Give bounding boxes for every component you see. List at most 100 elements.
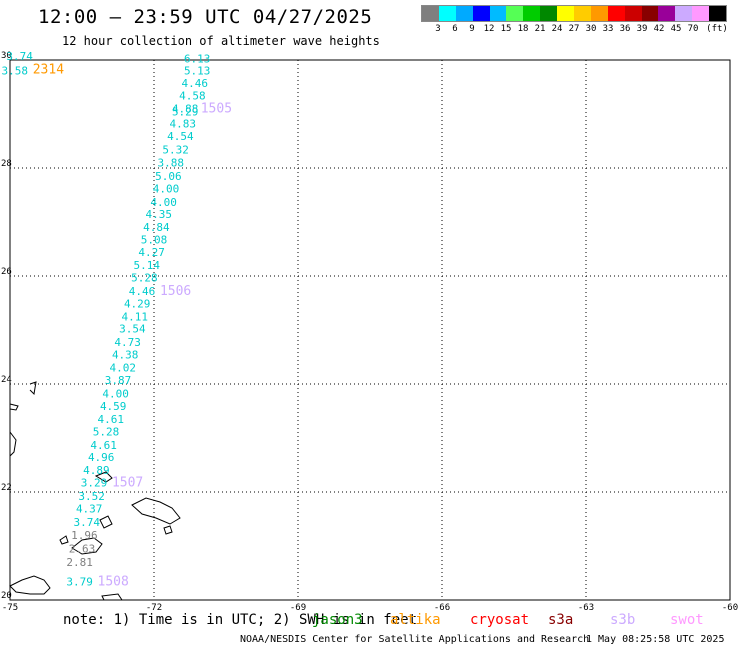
wave-height-value: 3.54 [119,323,146,336]
wave-height-value: 4.61 [90,439,117,452]
pass-number-label: 1507 [112,476,143,491]
wave-height-value: 4.46 [182,77,209,90]
legend-swatch [506,6,524,21]
generated-date: 1 May 08:25:58 UTC 2025 [586,634,725,645]
wave-height-value: 4.00 [102,388,129,401]
wave-height-value: 3.74 [74,516,101,529]
pass-number-label: 1506 [160,284,191,299]
legend-tick: 21 [534,24,546,34]
legend-swatch [455,6,473,21]
legend-swatch [438,6,456,21]
acklins-island-coastline [94,471,113,483]
legend-tick: 6 [452,24,458,34]
longitude-label: -60 [722,603,738,613]
legend-tick: 15 [500,24,512,34]
legend-swatch [489,6,507,21]
wave-height-value: 4.46 [129,285,156,298]
wave-height-value: 5.06 [155,170,182,183]
longitude-label: -66 [434,603,450,613]
wave-height-value: 6.13 [184,53,211,66]
wave-height-value: 3.52 [78,490,105,503]
long-island-coastline [29,381,37,396]
wave-height-value: 5.29 [172,106,199,119]
wave-height-value: 4.00 [153,182,180,195]
page-subtitle: 12 hour collection of altimeter wave hei… [62,34,380,48]
satellite-name-jason3: jason3 [312,612,363,628]
legend-tick: 42 [653,24,665,34]
landmass-group [9,381,181,601]
wave-height-value: 4.73 [114,336,141,349]
map-grid [10,60,730,600]
latitude-labels: 30 28 26 24 22 20 [1,51,12,601]
legend-swatch [709,6,727,21]
longitude-label: -63 [578,603,594,613]
wave-height-value: 4.38 [112,349,139,362]
color-legend: 3 6 9 12 15 18 21 24 27 30 33 36 39 42 45 70 (ft) [421,5,728,35]
wave-height-value: 4.89 [83,464,110,477]
wave-height-value: 4.58 [179,89,206,102]
wave-height-value: 4.00 [150,196,177,209]
wave-height-value: 3.74 [6,50,33,63]
latitude-label: 28 [1,159,12,169]
legend-swatch [607,6,625,21]
legend-tick: 45 [670,24,682,34]
legend-tick: 24 [551,24,563,34]
latitude-label: 20 [1,591,12,601]
satellite-name-s3b: s3b [610,612,636,628]
legend-tick: 70 [687,24,699,34]
legend-swatch [574,6,591,21]
wave-height-value: 4.27 [138,246,165,259]
turks-caicos-coastline [131,497,181,525]
great-inagua-coastline [71,537,103,555]
legend-swatch [692,6,710,21]
legend-swatch [523,6,541,21]
latitude-label: 26 [1,267,12,277]
wave-height-value: 2.81 [66,556,93,569]
wave-height-value: 3.88 [158,156,185,169]
low-wave-values: 1.962.632.81 [66,529,97,569]
legend-swatches [421,5,727,22]
wave-height-value: 4.29 [124,297,151,310]
legend-swatch [624,6,642,21]
pass-labels: 2314 1505 1506 1507 1508 [33,63,232,590]
legend-tick: 3 [435,24,441,34]
wave-height-value: 1.96 [71,529,98,542]
credit-line: NOAA/NESDIS Center for Satellite Applica… [240,634,590,645]
longitude-label: -69 [290,603,306,613]
wave-height-value: 4.84 [143,221,170,234]
pass-number-label: 1508 [98,574,129,589]
legend-tick: 12 [483,24,495,34]
wave-height-value: 5.28 [131,271,158,284]
longitude-label: -75 [2,603,18,613]
wave-height-value: 4.83 [170,118,197,131]
legend-tick: 30 [585,24,597,34]
legend-swatch [675,6,693,21]
satellite-name-cryosat: cryosat [470,612,530,628]
legend-swatch [658,6,676,21]
wave-height-value: 5.08 [141,234,168,247]
legend-tick: 39 [636,24,648,34]
wave-height-value: 4.88 [172,102,199,115]
hispaniola-coastline [9,575,51,595]
satellite-name-altika: altika [390,612,441,628]
legend-swatch [641,6,659,21]
satellite-name-s3a: s3a [548,612,574,628]
wave-height-value: 2.63 [69,542,96,555]
footer-note: note: 1) Time is in UTC; 2) SWH is in fe… [63,612,418,628]
page-title: 12:00 — 23:59 UTC 04/27/2025 [38,6,373,28]
wave-height-value: 5.14 [134,259,161,272]
wave-height-value: 3.79 [66,575,93,588]
wave-height-value: 4.11 [122,310,149,323]
wave-height-value: 4.02 [110,362,137,375]
wave-height-value: 4.35 [146,208,173,221]
latitude-label: 22 [1,483,12,493]
wave-height-value: 4.61 [98,413,125,426]
legend-swatch [557,6,575,21]
legend-swatch [540,6,558,21]
latitude-label: 24 [1,375,12,385]
crooked-island-coastline [9,403,19,411]
wave-height-value: 4.54 [167,130,194,143]
pass-number-label: 1505 [201,101,232,116]
latitude-label: 30 [1,51,12,61]
